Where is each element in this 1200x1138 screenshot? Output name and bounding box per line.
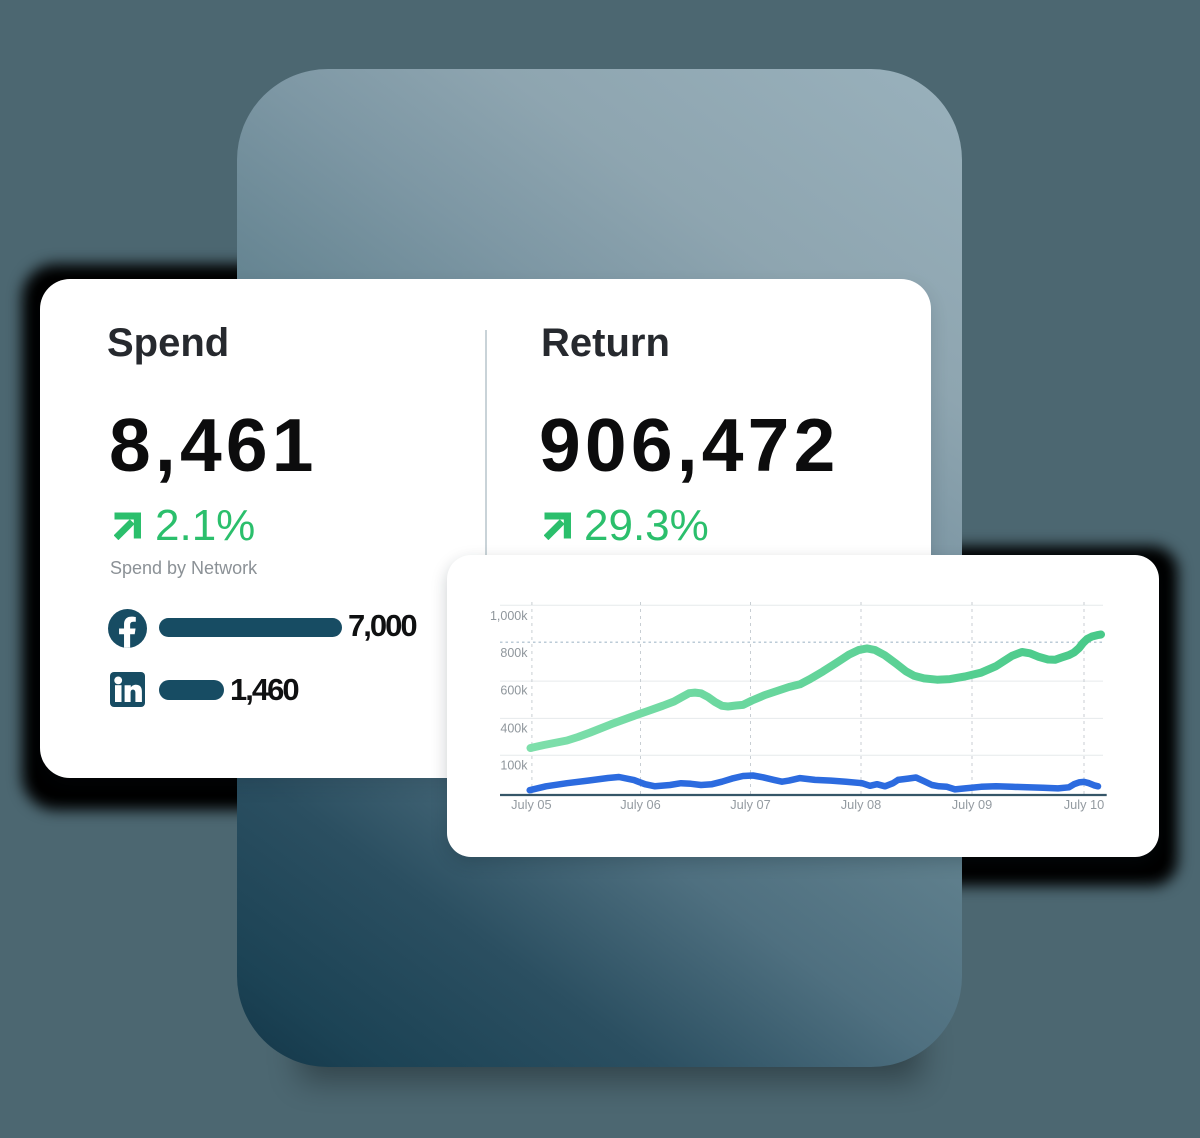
- svg-text:800k: 800k: [500, 646, 528, 660]
- svg-text:1,000k: 1,000k: [490, 609, 528, 623]
- svg-text:400k: 400k: [500, 722, 528, 736]
- svg-text:July 06: July 06: [620, 797, 661, 812]
- svg-text:600k: 600k: [500, 684, 528, 698]
- svg-text:July 09: July 09: [952, 797, 993, 812]
- svg-text:July 07: July 07: [730, 797, 771, 812]
- svg-text:July 08: July 08: [841, 797, 882, 812]
- svg-text:100k: 100k: [500, 758, 528, 772]
- svg-text:July 05: July 05: [511, 797, 552, 812]
- svg-text:July 10: July 10: [1064, 797, 1105, 812]
